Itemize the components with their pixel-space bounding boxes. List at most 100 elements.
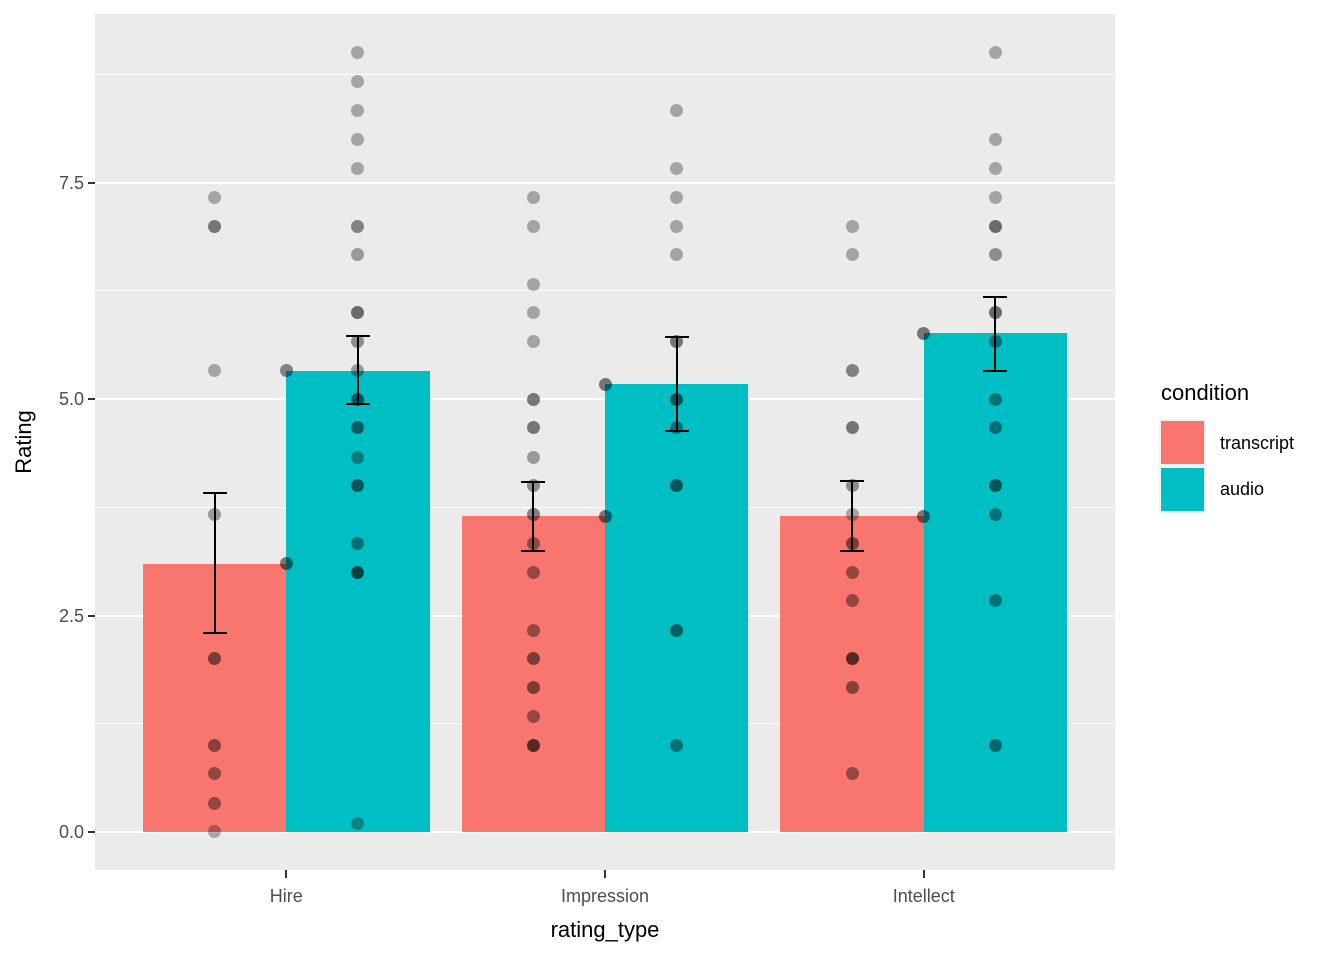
legend-label-transcript: transcript (1220, 433, 1295, 453)
y-tick-label: 0.0 (58, 821, 84, 842)
jitter-point (845, 421, 859, 435)
jitter-point (670, 738, 684, 752)
jitter-point (351, 450, 365, 464)
jitter-point (351, 219, 365, 233)
jitter-point (351, 565, 365, 579)
jitter-point (526, 652, 540, 666)
gridline-major (95, 830, 1115, 833)
y-tick-label: 2.5 (58, 605, 84, 626)
y-tick (88, 181, 95, 184)
jitter-point (526, 537, 540, 551)
jitter-point (526, 392, 540, 406)
mean-point (598, 377, 612, 391)
jitter-point (988, 334, 1002, 348)
jitter-point (670, 219, 684, 233)
jitter-point (351, 75, 365, 88)
jitter-point (526, 710, 540, 724)
jitter-point (988, 306, 1002, 320)
jitter-point (526, 565, 540, 579)
jitter-point (988, 507, 1002, 521)
jitter-point (988, 594, 1002, 608)
jitter-point (351, 421, 365, 435)
error-bar-impression-transcript-cap-top (521, 481, 546, 484)
jitter-point (351, 104, 365, 118)
jitter-point (988, 133, 1002, 146)
plot-panel (95, 14, 1115, 870)
error-bar-intellect-transcript (851, 480, 854, 552)
jitter-point (208, 507, 222, 521)
y-tick (88, 398, 95, 401)
x-tick-label-hire: Hire (269, 886, 303, 906)
jitter-point (351, 537, 365, 551)
y-tick-label: 5.0 (58, 389, 84, 410)
jitter-point (351, 306, 365, 320)
error-bar-intellect-audio-cap-top (983, 296, 1008, 299)
jitter-point (208, 767, 222, 781)
jitter-point (845, 248, 859, 262)
error-bar-intellect-transcript-cap-bottom (840, 550, 865, 553)
jitter-point (526, 190, 540, 204)
jitter-point (988, 479, 1002, 493)
jitter-point (526, 219, 540, 233)
jitter-point (670, 190, 684, 204)
jitter-point (208, 796, 222, 810)
jitter-point (670, 334, 684, 348)
mean-point (598, 509, 612, 523)
mean-point (917, 509, 931, 523)
error-bar-intellect-audio (994, 297, 997, 371)
legend-swatch-audio (1161, 468, 1204, 511)
jitter-point (208, 190, 222, 204)
jitter-point (670, 248, 684, 262)
error-bar-hire-transcript (213, 492, 216, 633)
jitter-point (988, 46, 1002, 60)
gridline-minor (95, 74, 1115, 76)
jitter-point (208, 652, 222, 666)
jitter-point (988, 190, 1002, 204)
jitter-point (351, 364, 365, 378)
jitter-point (351, 161, 365, 175)
error-bar-impression-transcript (532, 482, 535, 552)
jitter-point (351, 334, 365, 348)
jitter-point (670, 392, 684, 406)
x-tick (604, 870, 606, 878)
bar-hire-audio (286, 370, 430, 832)
jitter-point (526, 738, 540, 752)
x-tick (922, 870, 925, 878)
y-tick (88, 614, 95, 617)
jitter-point (670, 104, 684, 118)
jitter-point (845, 594, 859, 608)
gridline-major (95, 181, 1115, 184)
jitter-point (208, 364, 222, 378)
jitter-point (351, 133, 365, 146)
error-bar-intellect-audio-cap-bottom (983, 369, 1008, 372)
jitter-point (845, 537, 859, 551)
error-bar-impression-transcript-cap-bottom (521, 550, 546, 553)
bar-impression-transcript (461, 516, 605, 832)
jitter-point (670, 623, 684, 637)
bar-intellect-audio (923, 333, 1068, 832)
mean-point (279, 557, 293, 571)
legend-title: condition (1161, 380, 1250, 405)
jitter-point (845, 652, 859, 666)
jitter-point (988, 392, 1002, 406)
jitter-point (208, 738, 222, 752)
error-bar-impression-audio-cap-bottom (664, 430, 689, 433)
jitter-point (845, 507, 859, 521)
x-axis-title: rating_type (550, 917, 660, 942)
mean-point (917, 326, 931, 340)
error-bar-hire-audio-cap-top (345, 334, 370, 337)
legend-label-audio: audio (1220, 479, 1265, 499)
jitter-point (845, 479, 859, 493)
x-tick-label-impression: Impression (560, 886, 650, 906)
error-bar-hire-transcript-cap-bottom (202, 631, 227, 634)
jitter-point (526, 479, 540, 493)
mean-point (279, 364, 293, 378)
jitter-point (988, 738, 1002, 752)
jitter-point (526, 277, 540, 291)
jitter-point (988, 421, 1002, 435)
bar-intellect-transcript (780, 516, 924, 832)
jitter-point (845, 364, 859, 378)
jitter-point (526, 306, 540, 320)
jitter-point (845, 767, 859, 781)
